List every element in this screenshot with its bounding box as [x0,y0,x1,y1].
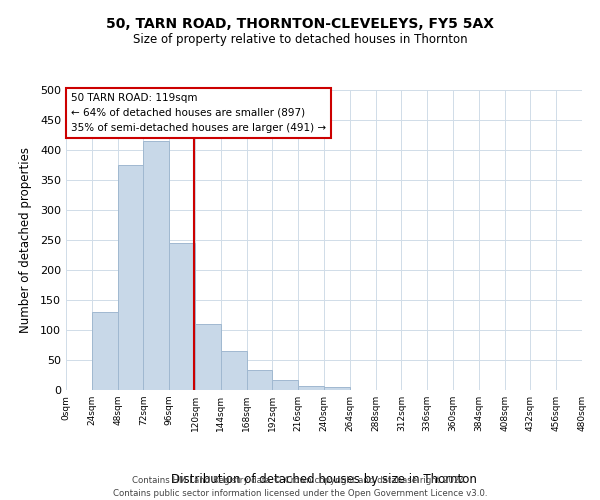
Y-axis label: Number of detached properties: Number of detached properties [19,147,32,333]
Bar [92,312,118,390]
Text: Contains public sector information licensed under the Open Government Licence v3: Contains public sector information licen… [113,489,487,498]
Bar [298,386,324,390]
Bar [195,324,221,390]
Bar [221,351,247,390]
Bar [118,165,143,390]
Bar [169,243,195,390]
Bar [324,387,350,390]
Text: 50, TARN ROAD, THORNTON-CLEVELEYS, FY5 5AX: 50, TARN ROAD, THORNTON-CLEVELEYS, FY5 5… [106,18,494,32]
Text: Contains HM Land Registry data © Crown copyright and database right 2024.: Contains HM Land Registry data © Crown c… [132,476,468,485]
Bar [247,370,272,390]
Bar [272,380,298,390]
Bar [143,141,169,390]
Text: Size of property relative to detached houses in Thornton: Size of property relative to detached ho… [133,32,467,46]
Text: 50 TARN ROAD: 119sqm
← 64% of detached houses are smaller (897)
35% of semi-deta: 50 TARN ROAD: 119sqm ← 64% of detached h… [71,93,326,132]
X-axis label: Distribution of detached houses by size in Thornton: Distribution of detached houses by size … [171,473,477,486]
